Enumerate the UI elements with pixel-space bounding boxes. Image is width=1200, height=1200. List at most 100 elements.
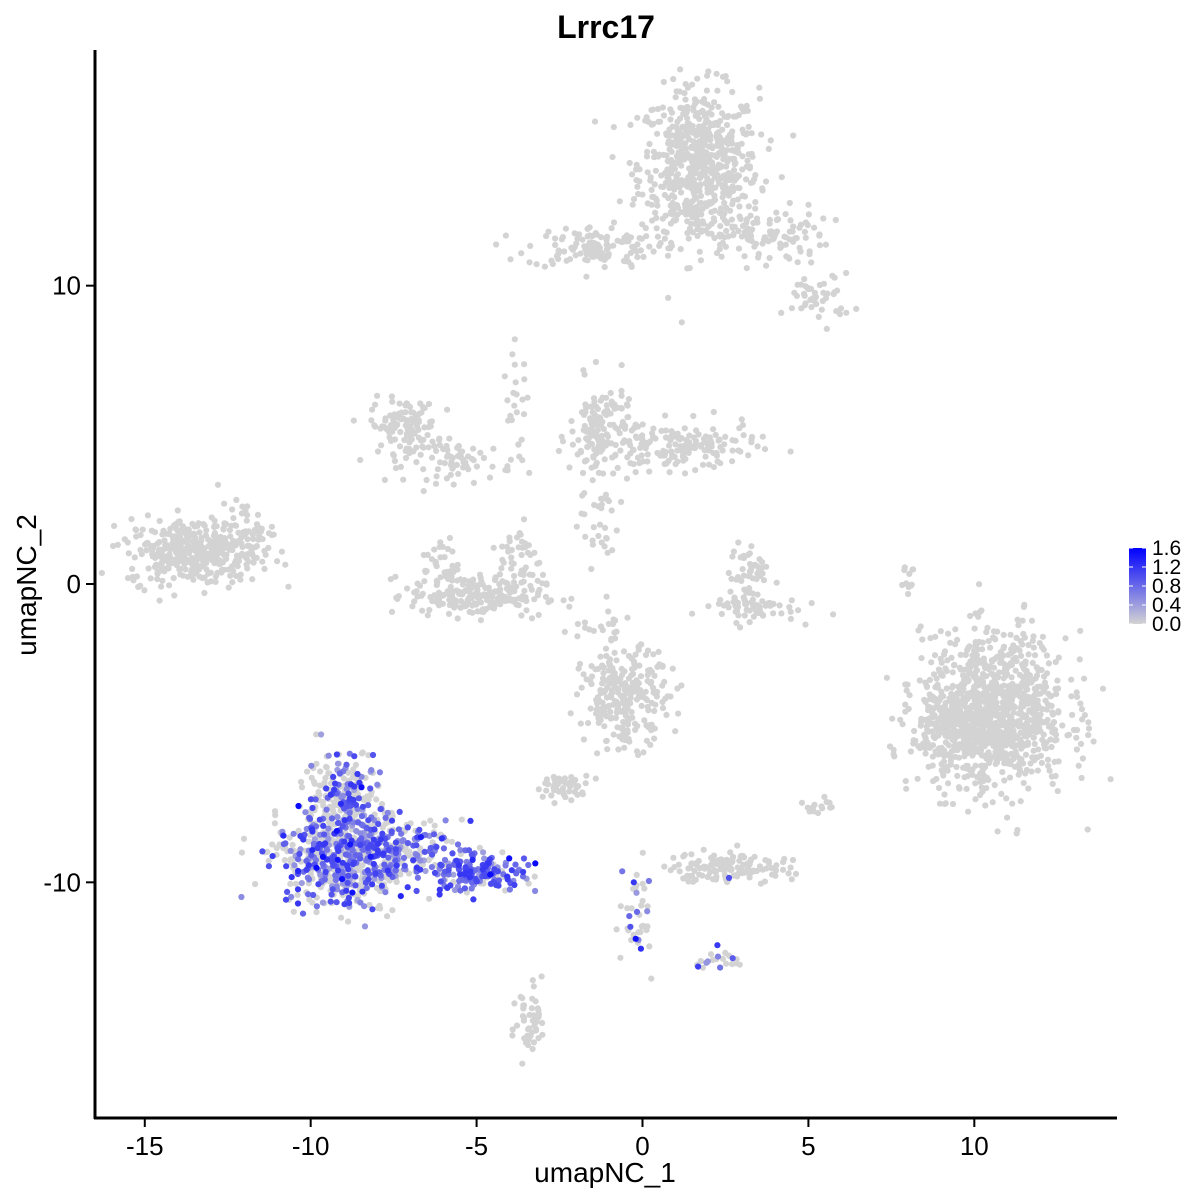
cell-point bbox=[660, 78, 667, 86]
cell-point bbox=[1021, 714, 1029, 721]
cell-point bbox=[944, 763, 951, 770]
cell-point bbox=[628, 672, 635, 679]
expressing-cell-point bbox=[342, 851, 349, 858]
cell-point bbox=[722, 138, 729, 145]
cell-point bbox=[552, 241, 559, 249]
cell-point bbox=[684, 115, 691, 122]
cell-point bbox=[604, 496, 611, 503]
cell-point bbox=[615, 703, 622, 710]
cell-point bbox=[655, 118, 662, 125]
cell-point bbox=[640, 694, 647, 701]
cell-point bbox=[604, 746, 611, 753]
expressing-cell-point bbox=[645, 877, 653, 885]
cell-point bbox=[740, 432, 747, 439]
cell-point bbox=[1035, 719, 1042, 727]
cell-point bbox=[1025, 785, 1032, 792]
cell-point bbox=[201, 551, 208, 558]
cell-point bbox=[233, 496, 240, 503]
cell-point bbox=[920, 740, 927, 747]
cell-point bbox=[597, 690, 604, 697]
cell-point bbox=[221, 542, 228, 549]
cell-point bbox=[420, 488, 427, 495]
cell-point bbox=[386, 429, 393, 436]
cell-point bbox=[597, 623, 605, 630]
cell-point bbox=[830, 291, 837, 298]
cell-point bbox=[749, 575, 756, 582]
cell-point bbox=[518, 436, 525, 443]
cell-point bbox=[580, 427, 587, 434]
cell-point bbox=[906, 570, 913, 578]
cell-point bbox=[261, 547, 268, 555]
cell-point bbox=[630, 461, 637, 468]
cell-point bbox=[979, 639, 986, 646]
cell-point bbox=[596, 414, 603, 421]
cell-point bbox=[782, 211, 789, 218]
cell-point bbox=[201, 574, 208, 581]
cell-point bbox=[652, 701, 659, 708]
cell-point bbox=[712, 869, 719, 876]
cell-point bbox=[963, 785, 970, 793]
cell-point bbox=[738, 865, 745, 873]
cell-point bbox=[448, 838, 455, 845]
cell-point bbox=[918, 655, 925, 662]
cell-point bbox=[811, 224, 818, 231]
cell-point bbox=[707, 437, 714, 444]
cell-point bbox=[407, 424, 414, 431]
cell-point bbox=[734, 842, 741, 849]
cell-point bbox=[974, 773, 981, 781]
cell-point bbox=[170, 575, 177, 582]
cell-point bbox=[433, 582, 440, 589]
cell-point bbox=[730, 113, 737, 120]
cell-point bbox=[521, 587, 528, 594]
cell-point bbox=[526, 259, 533, 266]
cell-point bbox=[579, 789, 586, 796]
expressing-cell-point bbox=[633, 889, 640, 896]
cell-point bbox=[427, 817, 434, 824]
cell-point bbox=[1003, 708, 1011, 715]
cell-point bbox=[681, 470, 689, 477]
cell-point bbox=[795, 607, 802, 614]
cell-point bbox=[618, 405, 625, 412]
cell-point bbox=[663, 130, 670, 137]
cell-point bbox=[216, 557, 223, 564]
cell-point bbox=[930, 778, 937, 785]
cell-point bbox=[729, 458, 736, 465]
cell-point bbox=[424, 432, 431, 439]
cell-point bbox=[710, 408, 717, 416]
cell-point bbox=[539, 793, 546, 800]
cell-point bbox=[603, 652, 610, 660]
expressing-cell-point bbox=[704, 958, 711, 965]
cell-point bbox=[610, 470, 617, 477]
cell-point bbox=[765, 238, 772, 245]
cell-point bbox=[612, 617, 619, 624]
cell-point bbox=[513, 583, 520, 590]
cell-point bbox=[558, 433, 565, 440]
cell-point bbox=[465, 599, 472, 607]
cell-point bbox=[406, 439, 413, 446]
cell-point bbox=[649, 430, 656, 437]
cell-point bbox=[722, 433, 729, 440]
cell-point bbox=[684, 265, 691, 272]
cell-point bbox=[750, 219, 757, 227]
cell-point bbox=[1084, 826, 1091, 833]
cell-point bbox=[227, 533, 234, 540]
cell-point bbox=[209, 557, 216, 564]
cell-point bbox=[372, 423, 379, 430]
cell-point bbox=[965, 808, 972, 815]
cell-point bbox=[611, 629, 618, 636]
cell-point bbox=[963, 762, 970, 769]
cell-point bbox=[265, 530, 273, 537]
cell-point bbox=[604, 549, 611, 556]
cell-point bbox=[387, 412, 394, 419]
cell-point bbox=[239, 503, 246, 510]
cell-point bbox=[605, 702, 612, 710]
cell-point bbox=[972, 780, 979, 787]
cell-point bbox=[560, 778, 568, 786]
cell-point bbox=[786, 228, 793, 235]
cell-point bbox=[396, 410, 403, 417]
cell-point bbox=[905, 590, 912, 598]
cell-point bbox=[653, 225, 660, 232]
cell-point bbox=[741, 597, 748, 604]
cell-point bbox=[241, 532, 248, 539]
cell-point bbox=[775, 216, 782, 223]
